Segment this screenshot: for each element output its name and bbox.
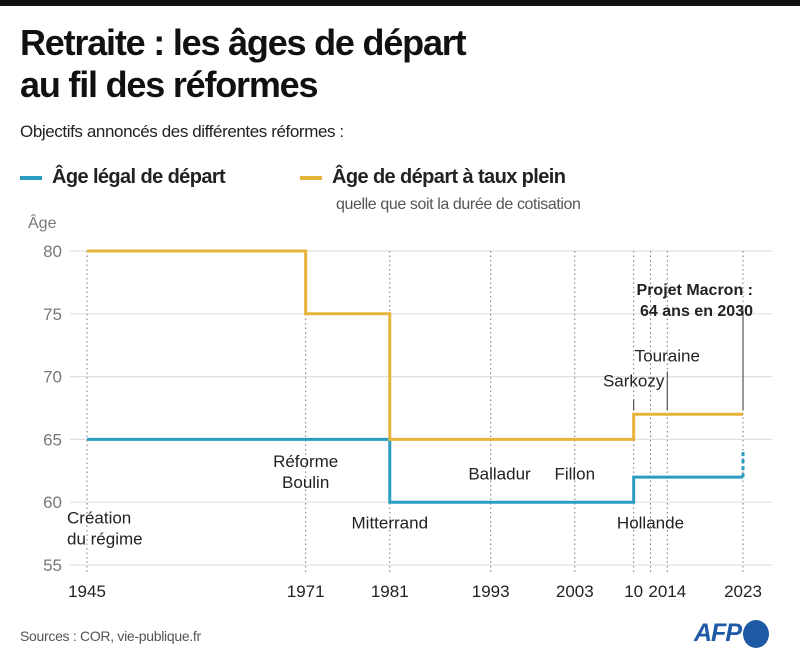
legend-item-legal: Âge légal de départ	[20, 166, 226, 189]
x-tick-label: 10	[624, 582, 643, 601]
x-tick-label: 1945	[68, 582, 106, 601]
legend-label-full: Âge de départ à taux plein	[332, 166, 566, 188]
series-line-full	[87, 249, 743, 441]
annotation-label: Hollande	[617, 514, 684, 533]
legend-label-legal: Âge légal de départ	[52, 166, 226, 188]
title-line-2: au fil des réformes	[20, 64, 319, 105]
sources: Sources : COR, vie-publique.fr	[20, 628, 201, 644]
legend-item-full: Âge de départ à taux plein	[300, 166, 566, 189]
annotation-label: 64 ans en 2030	[640, 303, 753, 320]
chart-subtitle: Objectifs annoncés des différentes réfor…	[20, 122, 344, 141]
annotation-label: Mitterrand	[352, 514, 429, 533]
annotation-label: Fillon	[554, 465, 595, 484]
x-tick-label: 2003	[556, 582, 594, 601]
x-tick-label: 1993	[472, 582, 510, 601]
top-bar	[0, 0, 800, 6]
y-tick-label: 80	[43, 242, 62, 261]
series-line-legal	[87, 437, 743, 504]
legend-swatch-legal	[20, 175, 42, 180]
annotation-label: Boulin	[282, 473, 329, 492]
y-tick-label: 75	[43, 305, 62, 324]
annotation-label: Projet Macron :	[637, 282, 753, 299]
y-axis-label: Âge	[28, 213, 57, 232]
annotation-label: Création	[67, 509, 131, 528]
annotation-label: Réforme	[273, 452, 338, 471]
y-tick-label: 70	[43, 368, 62, 387]
y-tick-label: 60	[43, 493, 62, 512]
legend-note-full: quelle que soit la durée de cotisation	[336, 196, 581, 213]
legend-swatch-full	[300, 175, 322, 180]
afp-logo: AFP	[694, 619, 769, 648]
annotation-label: Balladur	[468, 465, 531, 484]
title-line-1: Retraite : les âges de départ	[20, 22, 467, 63]
x-tick-label: 2023	[724, 582, 762, 601]
x-tick-label: 1981	[371, 582, 409, 601]
y-tick-label: 55	[43, 556, 62, 575]
y-tick-label: 65	[43, 430, 62, 449]
x-tick-label: 2014	[648, 582, 686, 601]
annotation-label: du régime	[67, 530, 143, 549]
annotation-label: Touraine	[635, 347, 700, 366]
x-tick-label: 1971	[287, 582, 325, 601]
chart-title: Retraite : les âges de départ au fil des…	[20, 22, 467, 106]
annotation-label: Sarkozy	[603, 372, 665, 391]
